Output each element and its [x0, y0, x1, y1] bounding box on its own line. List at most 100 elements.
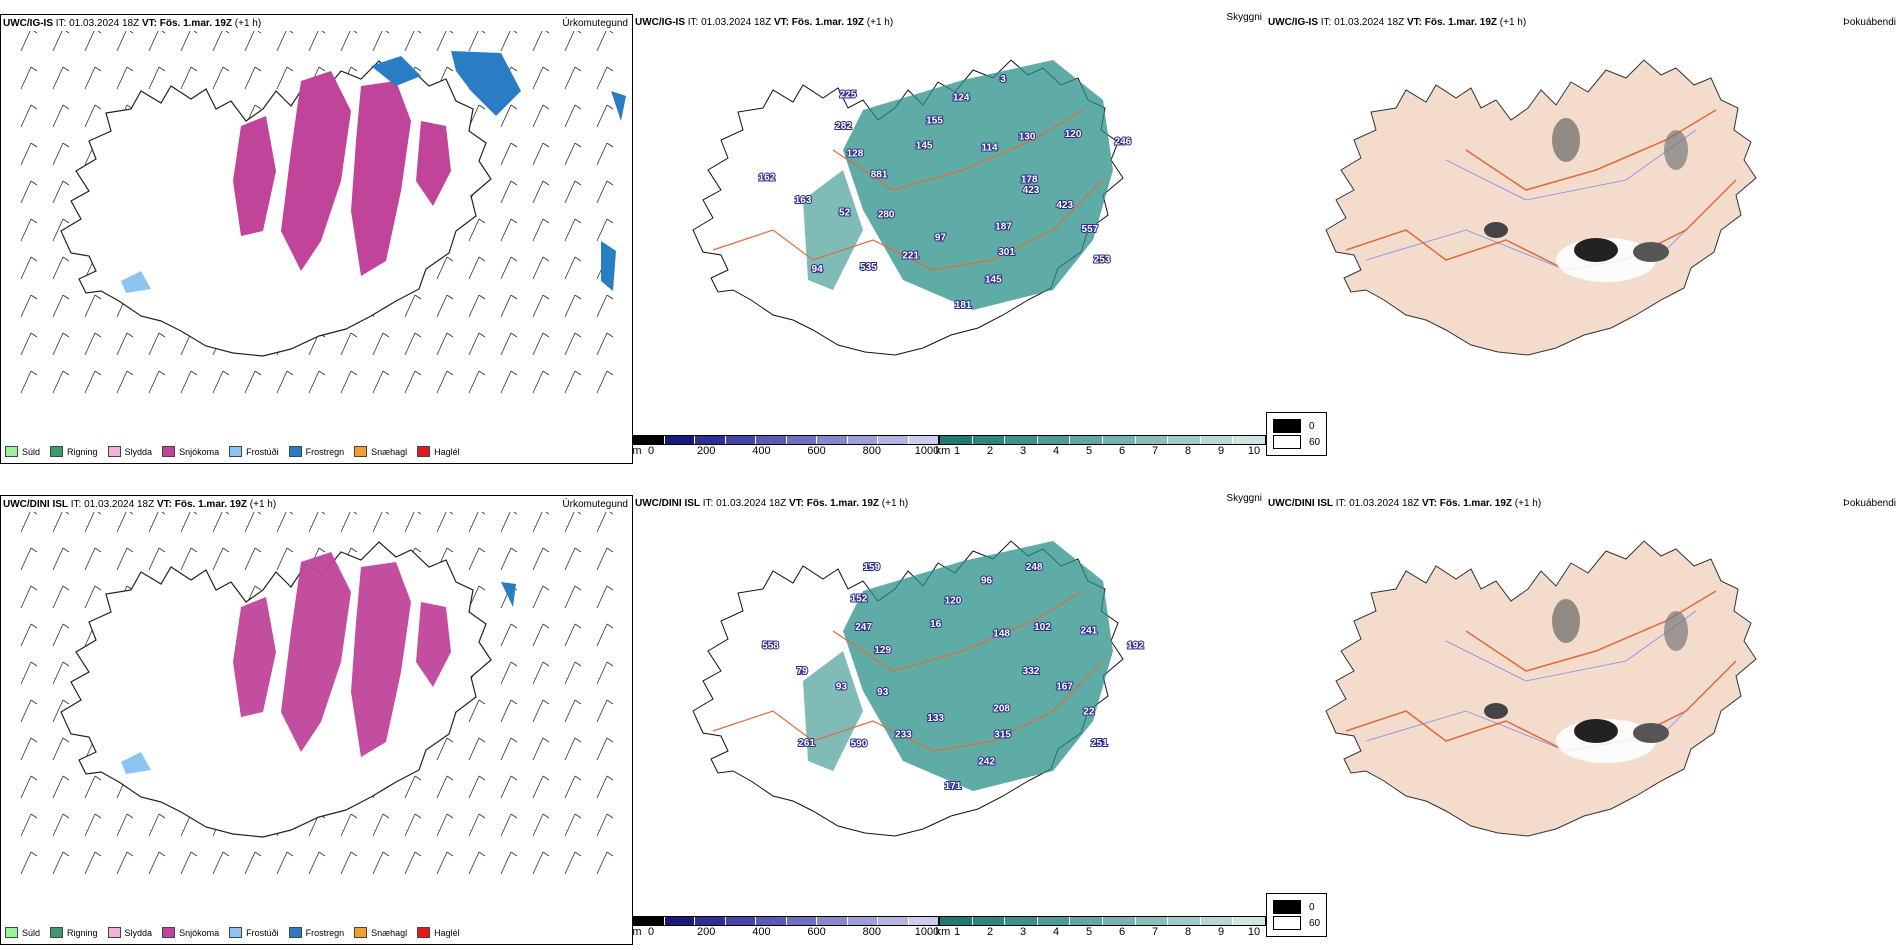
- precip-type-legend: Súld Rigning Slydda Snjókoma Frostúði Frostre…: [5, 927, 460, 938]
- legend-label: Haglél: [434, 927, 460, 938]
- legend-label: Snæhagl: [371, 927, 408, 938]
- visibility-label: 423: [1056, 200, 1073, 211]
- low-visibility-spot: [899, 730, 908, 739]
- legend-entry: Haglél: [417, 446, 460, 457]
- panel-title-cloud: Skyggni: [1226, 493, 1262, 504]
- low-visibility-spot: [1060, 682, 1069, 691]
- colorbar-tick: 800: [862, 926, 881, 938]
- colorbar-strip: [939, 916, 1266, 926]
- visibility-label: 261: [798, 738, 815, 749]
- legend-entry: Rigning: [50, 927, 98, 938]
- low-visibility-spot: [854, 739, 863, 748]
- panel-header: UWC/IG-IS IT: 01.03.2024 18Z VT: Fös. 1.…: [635, 17, 894, 28]
- colorbar-unit: km: [935, 926, 951, 938]
- low-visibility-spot: [799, 196, 808, 205]
- visibility-label: 192: [1127, 640, 1144, 651]
- low-visibility-spot: [1131, 641, 1140, 650]
- low-visibility-spot: [949, 596, 957, 605]
- legend-swatch: [288, 446, 302, 457]
- visibility-label: 167: [1056, 682, 1073, 693]
- legend-swatch: [354, 446, 368, 457]
- low-visibility-spot: [959, 301, 968, 310]
- colorbar-tick: 8: [1184, 445, 1192, 457]
- visibility-label: 52: [839, 207, 851, 218]
- visibility-label: 133: [927, 713, 944, 724]
- low-visibility-spot: [997, 629, 1006, 638]
- colorbar-tick: 10: [1247, 926, 1261, 938]
- visibility-label: 332: [1023, 666, 1040, 677]
- panel-header: UWC/DINI ISL IT: 01.03.2024 18Z VT: Fös.…: [3, 499, 277, 510]
- low-visibility-spot: [766, 641, 775, 650]
- low-visibility-spot: [802, 738, 811, 747]
- fog-legend-swatch: [1273, 435, 1301, 449]
- low-visibility-spot: [1084, 626, 1093, 635]
- fog-panel-row2: UWC/DINI ISL IT: 01.03.2024 18Z VT: Fös.…: [1266, 495, 1900, 945]
- colorbar-strip: [633, 435, 939, 445]
- legend-swatch: [417, 446, 431, 457]
- fog-legend-entry: 0: [1273, 900, 1320, 914]
- colorbar-km: km 1 2 3 4 5 6 7 8 9 10: [935, 916, 1266, 938]
- visibility-label: 535: [860, 262, 877, 273]
- visibility-label: 253: [1094, 255, 1111, 266]
- low-visibility-spot: [1038, 623, 1047, 632]
- low-visibility-spot: [837, 682, 846, 691]
- low-visibility-spot: [762, 173, 771, 182]
- visibility-label: 162: [759, 173, 776, 184]
- visibility-label: 187: [995, 222, 1012, 233]
- visibility-label: 114: [981, 143, 998, 154]
- precip-type-legend: Súld Rigning Slydda Snjókoma Frostúði Frostre…: [5, 446, 460, 457]
- low-visibility-spot: [854, 594, 863, 603]
- legend-entry: Slydda: [107, 446, 153, 457]
- panel-header: UWC/DINI ISL IT: 01.03.2024 18Z VT: Fös.…: [635, 498, 909, 509]
- colorbar-tick: 1: [953, 926, 961, 938]
- low-visibility-spot: [931, 713, 940, 722]
- panel-header: UWC/IG-IS IT: 01.03.2024 18Z VT: Fös. 1.…: [1268, 17, 1527, 28]
- legend-entry: Snjókoma: [162, 927, 219, 938]
- colorbar-tick: 2: [986, 926, 994, 938]
- colorbar-tick: 5: [1085, 926, 1093, 938]
- legend-label: Súld: [22, 927, 41, 938]
- colorbar-ticks: km 1 2 3 4 5 6 7 8 9 10: [935, 926, 1266, 938]
- low-visibility-spot: [957, 93, 966, 102]
- visibility-label: 152: [851, 593, 868, 604]
- low-visibility-spot: [985, 143, 994, 152]
- colorbar-tick: 1000: [914, 445, 940, 457]
- visibility-label: 3: [1000, 74, 1006, 85]
- colorbar-ticks: km 1 2 3 4 5 6 7 8 9 10: [936, 445, 1266, 457]
- colorbar-unit: m: [632, 926, 642, 938]
- legend-entry: Frostúði: [229, 446, 279, 457]
- low-visibility-spot: [906, 251, 915, 260]
- colorbar-tick: 9: [1217, 926, 1225, 938]
- fog-legend-label: 60: [1309, 436, 1321, 448]
- low-visibility-spot: [878, 687, 887, 696]
- visibility-label: 557: [1082, 224, 1099, 235]
- low-visibility-spot: [1030, 563, 1039, 572]
- colorbar-tick: 2: [986, 445, 994, 457]
- fog-panel-row1: UWC/IG-IS IT: 01.03.2024 18Z VT: Fös. 1.…: [1266, 14, 1900, 464]
- ptype-panel-row2: UWC/DINI ISL IT: 01.03.2024 18Z VT: Fös.…: [0, 495, 633, 945]
- legend-swatch: [50, 927, 64, 938]
- visibility-label: 128: [847, 149, 864, 160]
- visibility-map: 423 423 557 253 187 301 145 181 97 221 535 94 280 52 1…: [692, 59, 1133, 356]
- precip-type-map: [20, 31, 626, 394]
- legend-entry: Súld: [5, 927, 40, 938]
- low-visibility-spot: [864, 262, 873, 271]
- colorbar-km: km 1 2 3 4 5 6 7 8 9 10: [936, 435, 1266, 457]
- colorbar-tick: 6: [1118, 445, 1126, 457]
- visibility-label: 124: [953, 92, 970, 103]
- legend-label: Súld: [22, 446, 41, 457]
- visibility-label: 280: [878, 210, 895, 221]
- legend-label: Slydda: [124, 446, 153, 457]
- low-visibility-spot: [1023, 132, 1032, 141]
- legend-entry: Snjókoma: [162, 446, 219, 457]
- legend-label: Rigning: [67, 446, 98, 457]
- legend-entry: Rigning: [50, 446, 98, 457]
- colorbar-tick: 6: [1118, 926, 1126, 938]
- colorbar-tick: 200: [697, 445, 716, 457]
- visibility-label: 181: [955, 300, 972, 311]
- legend-swatch: [107, 446, 121, 457]
- colorbar-tick: 8: [1184, 926, 1192, 938]
- low-visibility-spot: [999, 222, 1008, 231]
- low-visibility-spot: [1098, 255, 1107, 264]
- fog-legend-entry: 60: [1273, 916, 1320, 930]
